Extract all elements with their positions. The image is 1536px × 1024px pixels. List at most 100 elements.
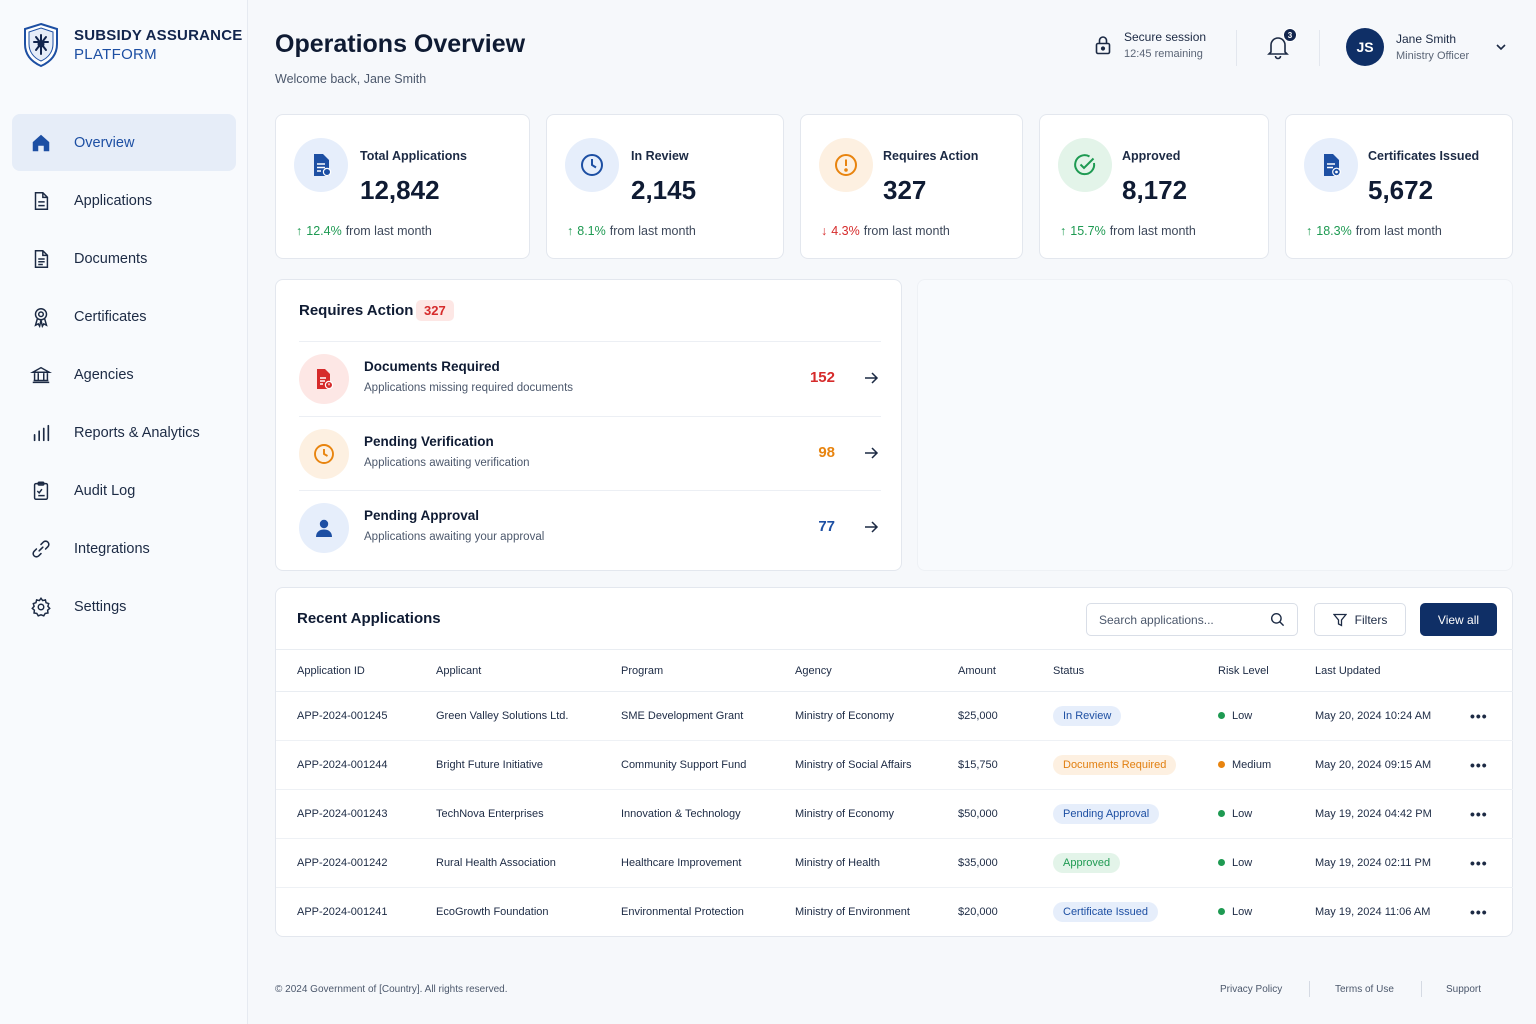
stat-value: 5,672 [1368,175,1434,205]
arrow-up-icon: ↑ [1306,224,1313,238]
table-row[interactable]: APP-2024-001245 Green Valley Solutions L… [276,691,1513,741]
more-options-icon[interactable]: ••• [1470,855,1488,871]
cell-application-id[interactable]: APP-2024-001243 [276,789,436,839]
column-header-actions [1470,649,1513,692]
sidebar-item-documents[interactable]: Documents [12,230,236,287]
column-header[interactable]: Last Updated [1315,649,1470,692]
chevron-down-icon [1496,44,1506,51]
file-icon [34,191,49,210]
cell-application-id[interactable]: APP-2024-001241 [297,906,388,919]
stat-change-value: 18.3% [1316,224,1352,238]
cell-application-id[interactable]: APP-2024-001245 [276,691,436,741]
action-title: Pending Verification [364,434,494,449]
stat-change: ↑ 18.3% from last month [1306,224,1442,238]
recent-applications-panel: Recent Applications Filters View all App… [275,587,1513,937]
stat-card-in-review[interactable]: In Review 2,145 ↑ 8.1% from last month [546,114,784,259]
more-options-icon[interactable]: ••• [1470,708,1488,724]
stat-icon-wrap [294,138,348,192]
cell-amount: $15,750 [958,740,1053,790]
sidebar-item-integrations[interactable]: Integrations [12,520,236,577]
footer-link-privacy[interactable]: Privacy Policy [1220,984,1283,995]
footer-link-support[interactable]: Support [1446,984,1482,995]
table-row[interactable]: APP-2024-001242 Rural Health Association… [276,838,1513,888]
sidebar-item-audit-log[interactable]: Audit Log [12,462,236,519]
gear-icon [31,596,51,617]
applications-table: Application ID Applicant Program Agency … [276,649,1513,937]
risk-dot [1218,858,1225,866]
sidebar-item-label: Integrations [74,540,150,557]
cell-applicant: Rural Health Association [436,838,621,888]
action-row-pending-verification[interactable]: Pending Verification Applications awaiti… [299,416,881,491]
stat-change: ↓ 4.3% from last month [821,224,950,238]
sidebar-item-overview[interactable]: Overview [12,114,236,171]
notification-count-badge: 3 [1283,28,1297,42]
clock-icon [581,154,603,176]
stat-change-suffix: from last month [863,224,950,238]
action-subtitle: Applications awaiting verification [364,457,530,469]
cell-application-id[interactable]: APP-2024-001244 [276,740,436,790]
arrow-right-icon[interactable] [863,519,879,535]
bank-icon [30,366,52,383]
action-subtitle: Applications awaiting your approval [364,531,545,543]
count-badge: 327 [416,300,454,321]
cell-risk: Low [1218,789,1315,839]
view-all-button[interactable]: View all [1420,603,1497,636]
sidebar-item-settings[interactable]: Settings [12,578,236,635]
user-name: Jane Smith [1396,32,1457,46]
arrow-right-icon[interactable] [863,370,879,386]
brand[interactable]: SUBSIDY ASSURANCE PLATFORM [22,22,242,68]
sidebar-item-certificates[interactable]: Certificates [12,288,236,345]
panel-title: Requires Action [299,302,414,319]
cell-program: Community Support Fund [621,740,795,790]
column-header[interactable]: Risk Level [1218,649,1315,692]
status-badge: In Review [1053,706,1122,726]
footer-divider [1309,981,1310,997]
stat-card-total[interactable]: Total Applications 12,842 ↑ 12.4% from l… [275,114,530,259]
column-header[interactable]: Amount [958,649,1053,692]
column-header[interactable]: Status [1053,649,1218,692]
bell-icon[interactable] [1266,34,1290,60]
cell-risk: Low [1218,691,1315,741]
more-options-icon[interactable]: ••• [1470,806,1488,822]
search-input[interactable] [1099,612,1264,627]
check-circle-icon [1074,154,1096,176]
action-row-pending-approval[interactable]: Pending Approval Applications awaiting y… [299,490,881,565]
search-box[interactable] [1086,603,1298,636]
sidebar-item-reports[interactable]: Reports & Analytics [12,404,236,461]
column-header[interactable]: Program [621,649,795,692]
stat-change-suffix: from last month [1109,224,1196,238]
stat-card-certificates[interactable]: Certificates Issued 5,672 ↑ 18.3% from l… [1285,114,1513,259]
risk-label: Low [1232,710,1253,722]
sidebar-item-label: Applications [74,192,153,209]
action-icon-wrap [299,503,349,553]
action-row-documents-required[interactable]: Documents Required Applications missing … [299,341,881,416]
cell-risk: Low [1218,888,1315,937]
cell-updated: May 19, 2024 02:11 PM [1315,838,1470,888]
sidebar-item-agencies[interactable]: Agencies [12,346,236,403]
table-row[interactable]: APP-2024-001244 Bright Future Initiative… [276,740,1513,790]
stat-card-approved[interactable]: Approved 8,172 ↑ 15.7% from last month [1039,114,1269,259]
more-options-icon[interactable]: ••• [1470,757,1488,773]
avatar: JS [1346,28,1384,66]
cell-agency: Ministry of Social Affairs [795,740,958,790]
column-header[interactable]: Agency [795,649,958,692]
user-menu[interactable]: JS Jane Smith Ministry Officer [1346,28,1507,66]
more-options-icon[interactable]: ••• [1470,904,1488,921]
status-badge: Certificate Issued [1053,902,1158,923]
risk-label: Low [1232,906,1253,919]
table-row[interactable]: APP-2024-001241 EcoGrowth Foundation Env… [276,888,1513,937]
bar-chart-icon [33,424,50,441]
filters-button[interactable]: Filters [1314,603,1406,636]
sidebar-item-applications[interactable]: Applications [12,172,236,229]
table-row[interactable]: APP-2024-001243 TechNova Enterprises Inn… [276,789,1513,839]
footer-link-terms[interactable]: Terms of Use [1335,984,1394,995]
column-header[interactable]: Application ID [276,649,436,692]
cell-agency: Ministry of Health [795,838,958,888]
cell-actions: ••• [1470,888,1513,937]
cell-application-id[interactable]: APP-2024-001242 [276,838,436,888]
column-header[interactable]: Applicant [436,649,621,692]
cell-status: Approved [1053,838,1218,888]
filters-label: Filters [1354,612,1388,627]
arrow-right-icon[interactable] [863,445,879,461]
stat-card-requires-action[interactable]: Requires Action 327 ↓ 4.3% from last mon… [800,114,1023,259]
